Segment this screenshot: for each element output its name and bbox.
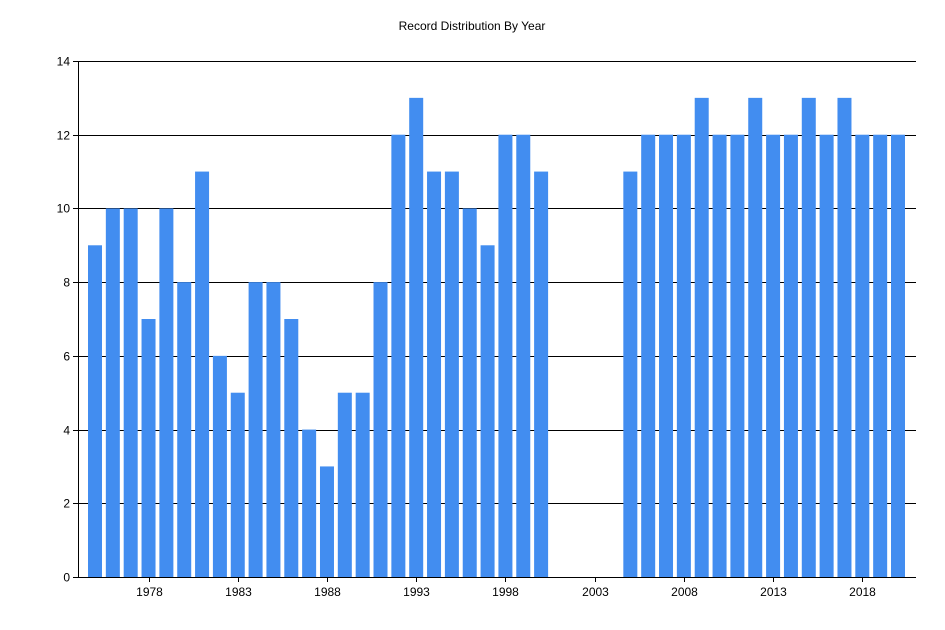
axes: 0 2 4 6 8 10 12 14 1978 1983 1988 1993 1998 2003 2008 2… xyxy=(57,55,916,599)
bar-1980 xyxy=(177,282,192,577)
bar-2014 xyxy=(783,134,798,577)
chart-title: Record Distribution By Year xyxy=(399,19,546,33)
bar-1992 xyxy=(391,134,406,577)
bar-1976 xyxy=(105,208,120,577)
bar-1988 xyxy=(319,466,334,577)
y-tick-label: 8 xyxy=(63,276,70,290)
y-tick-label: 4 xyxy=(63,424,70,438)
bar-2013 xyxy=(766,134,781,577)
x-tick-label: 2013 xyxy=(760,585,787,599)
bar-2016 xyxy=(819,134,834,577)
bar-1975 xyxy=(88,245,102,578)
bar-2019 xyxy=(873,134,888,577)
x-tick-label: 1978 xyxy=(136,585,163,599)
bar-1991 xyxy=(373,282,388,577)
x-tick-label: 1983 xyxy=(225,585,252,599)
x-tick-label: 1988 xyxy=(314,585,341,599)
bar-1977 xyxy=(123,208,138,577)
bars xyxy=(88,97,905,578)
bar-1986 xyxy=(284,319,299,577)
x-tick-label: 2018 xyxy=(849,585,876,599)
bar-1998 xyxy=(498,134,513,577)
bar-2017 xyxy=(837,97,852,578)
bar-2011 xyxy=(730,134,745,577)
bar-1981 xyxy=(195,171,210,577)
bar-2000 xyxy=(534,171,549,577)
x-tick-label: 1998 xyxy=(492,585,519,599)
bar-2006 xyxy=(641,134,656,577)
bar-2009 xyxy=(694,97,709,578)
bar-1993 xyxy=(409,97,424,578)
bar-1985 xyxy=(266,282,281,577)
bar-2010 xyxy=(712,134,727,577)
x-tick-label: 2008 xyxy=(671,585,698,599)
bar-2005 xyxy=(623,171,638,577)
bar-2008 xyxy=(676,134,691,577)
bar-1979 xyxy=(159,208,174,577)
bar-1982 xyxy=(212,355,227,577)
y-tick-label: 10 xyxy=(57,202,71,216)
bar-1997 xyxy=(480,245,495,578)
y-tick-label: 6 xyxy=(63,350,70,364)
bar-2012 xyxy=(748,97,763,578)
bar-1990 xyxy=(355,392,370,577)
bar-2020 xyxy=(891,134,905,577)
bar-1983 xyxy=(230,392,245,577)
bar-2018 xyxy=(855,134,870,577)
bar-1999 xyxy=(516,134,531,577)
bar-1989 xyxy=(337,392,352,577)
y-tick-label: 12 xyxy=(57,129,71,143)
bar-1995 xyxy=(444,171,459,577)
bar-1994 xyxy=(427,171,442,577)
y-tick-label: 2 xyxy=(63,497,70,511)
bar-1984 xyxy=(248,282,263,577)
y-tick-label: 14 xyxy=(57,55,71,69)
x-tick-label: 1993 xyxy=(403,585,430,599)
bar-1978 xyxy=(141,319,156,577)
bar-1987 xyxy=(302,429,317,577)
x-tick-label: 2003 xyxy=(582,585,609,599)
y-tick-label: 0 xyxy=(63,571,70,585)
bar-2015 xyxy=(801,97,816,578)
bar-2007 xyxy=(659,134,674,577)
bar-1996 xyxy=(462,208,477,577)
